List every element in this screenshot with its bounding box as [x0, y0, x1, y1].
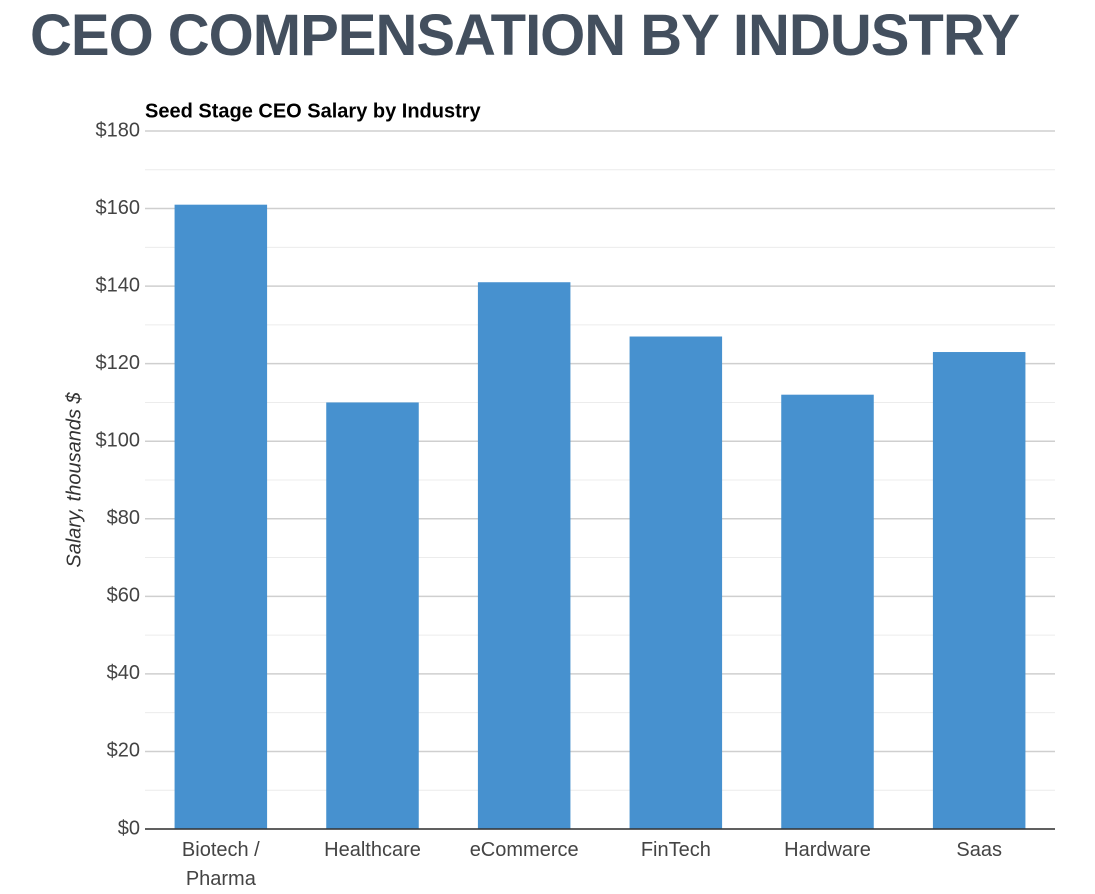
x-tick-label: FinTech	[640, 839, 711, 861]
x-tick-label: Hardware	[784, 839, 871, 861]
y-tick-label: $160	[96, 197, 141, 219]
x-tick-label: Saas	[956, 839, 1002, 861]
y-tick-label: $180	[96, 119, 141, 141]
chart-title: Seed Stage CEO Salary by Industry	[145, 100, 482, 122]
y-axis-label: Salary, thousands $	[63, 391, 85, 567]
x-tick-label: Biotech / Pharma	[181, 839, 260, 890]
x-tick-label: Healthcare	[324, 839, 421, 861]
bar	[932, 352, 1026, 829]
y-tick-label: $20	[107, 740, 140, 762]
bar	[629, 336, 723, 829]
bar	[781, 394, 874, 829]
y-tick-label: $120	[96, 352, 141, 374]
y-tick-label: $100	[96, 430, 141, 452]
bar	[326, 402, 419, 829]
x-tick-label: eCommerce	[469, 839, 579, 861]
y-tick-label: $0	[118, 817, 140, 839]
bar	[174, 204, 268, 829]
bar	[477, 282, 571, 829]
y-tick-label: $80	[107, 507, 140, 529]
page-heading: CEO COMPENSATION BY INDUSTRY	[30, 3, 1020, 68]
y-tick-label: $40	[107, 662, 140, 684]
y-tick-label: $60	[107, 585, 140, 607]
y-tick-label: $140	[96, 274, 141, 296]
